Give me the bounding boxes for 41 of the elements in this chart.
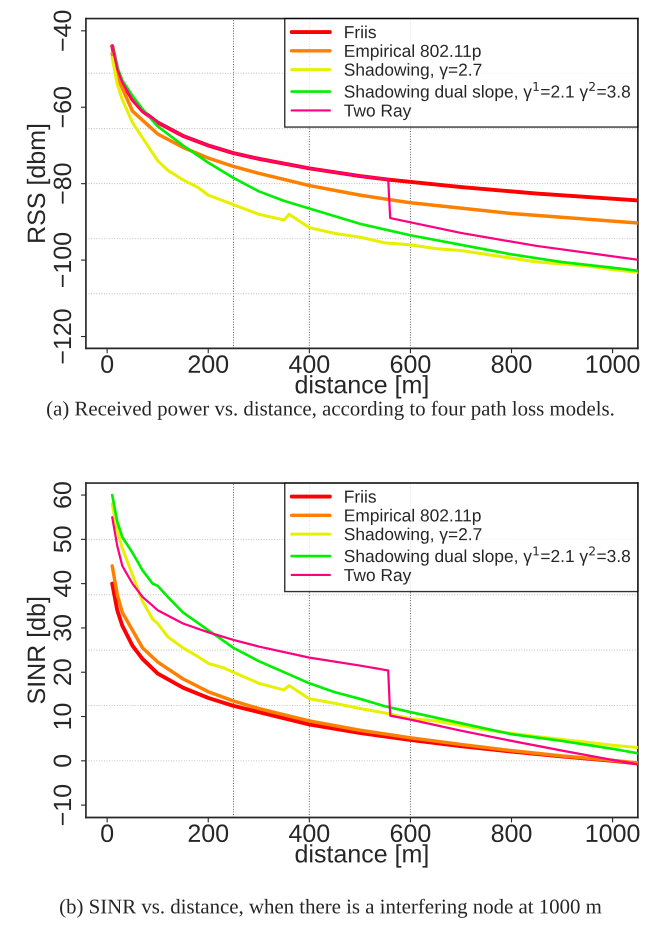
- legend-label: Empirical 802.11p: [345, 508, 481, 525]
- legend-label: Two Ray: [344, 104, 412, 120]
- legend-label: Shadowing dual slope, γ$^{1}$=2.1 γ$^{2}$=3.8: [344, 82, 630, 102]
- text: (a) Received power vs. distance, according to four path loss models.: [47, 400, 614, 420]
- x-tick-label: 600: [390, 355, 430, 373]
- y-axis-title: SINR [db]: [26, 598, 50, 704]
- legend-label: Shadowing, γ=2.7: [344, 63, 482, 80]
- legend-label: Empirical 802.11p: [345, 44, 481, 60]
- x-tick-label: 600: [390, 824, 430, 842]
- legend-label: Friis: [345, 26, 376, 38]
- y-tick-label: 20: [54, 659, 72, 685]
- x-tick-label: 0: [101, 355, 114, 373]
- x-tick-label: 400: [289, 355, 330, 373]
- y-tick-label: 0: [54, 754, 72, 767]
- x-tick-label: 200: [188, 355, 228, 373]
- y-axis-title: RSS [dbm]: [26, 124, 50, 242]
- x-axis-title: distance [m]: [296, 844, 428, 868]
- x-tick-label: 800: [492, 824, 532, 842]
- y-tick-label: 60: [54, 482, 72, 508]
- y-tick-label: −40: [54, 10, 72, 51]
- y-tick-label: −80: [54, 163, 72, 204]
- x-tick-label: 200: [188, 824, 228, 842]
- y-tick-label: 30: [54, 615, 72, 641]
- y-tick-label: −60: [54, 87, 72, 128]
- x-tick-label: 1000: [586, 824, 640, 842]
- text: (b) SINR vs. distance, when there is a interfering node at 1000 m: [60, 898, 602, 918]
- x-tick-label: 0: [101, 824, 114, 842]
- legend-label: Shadowing dual slope, γ$^{1}$=2.1 γ$^{2}$=3.8: [344, 546, 630, 566]
- x-axis-title: distance [m]: [296, 375, 428, 398]
- legend-label: Friis: [345, 490, 376, 503]
- y-tick-label: −120: [54, 309, 72, 364]
- x-tick-label: 800: [492, 355, 532, 373]
- y-tick-label: 10: [54, 704, 72, 729]
- y-tick-label: 50: [54, 526, 72, 552]
- x-tick-label: 400: [289, 824, 330, 842]
- y-tick-label: −100: [54, 232, 72, 288]
- y-tick-label: 40: [54, 570, 72, 597]
- legend-label: Shadowing, γ=2.7: [344, 528, 482, 544]
- y-tick-label: −10: [54, 784, 72, 826]
- x-tick-label: 1000: [586, 355, 640, 373]
- legend-label: Two Ray: [344, 569, 412, 585]
